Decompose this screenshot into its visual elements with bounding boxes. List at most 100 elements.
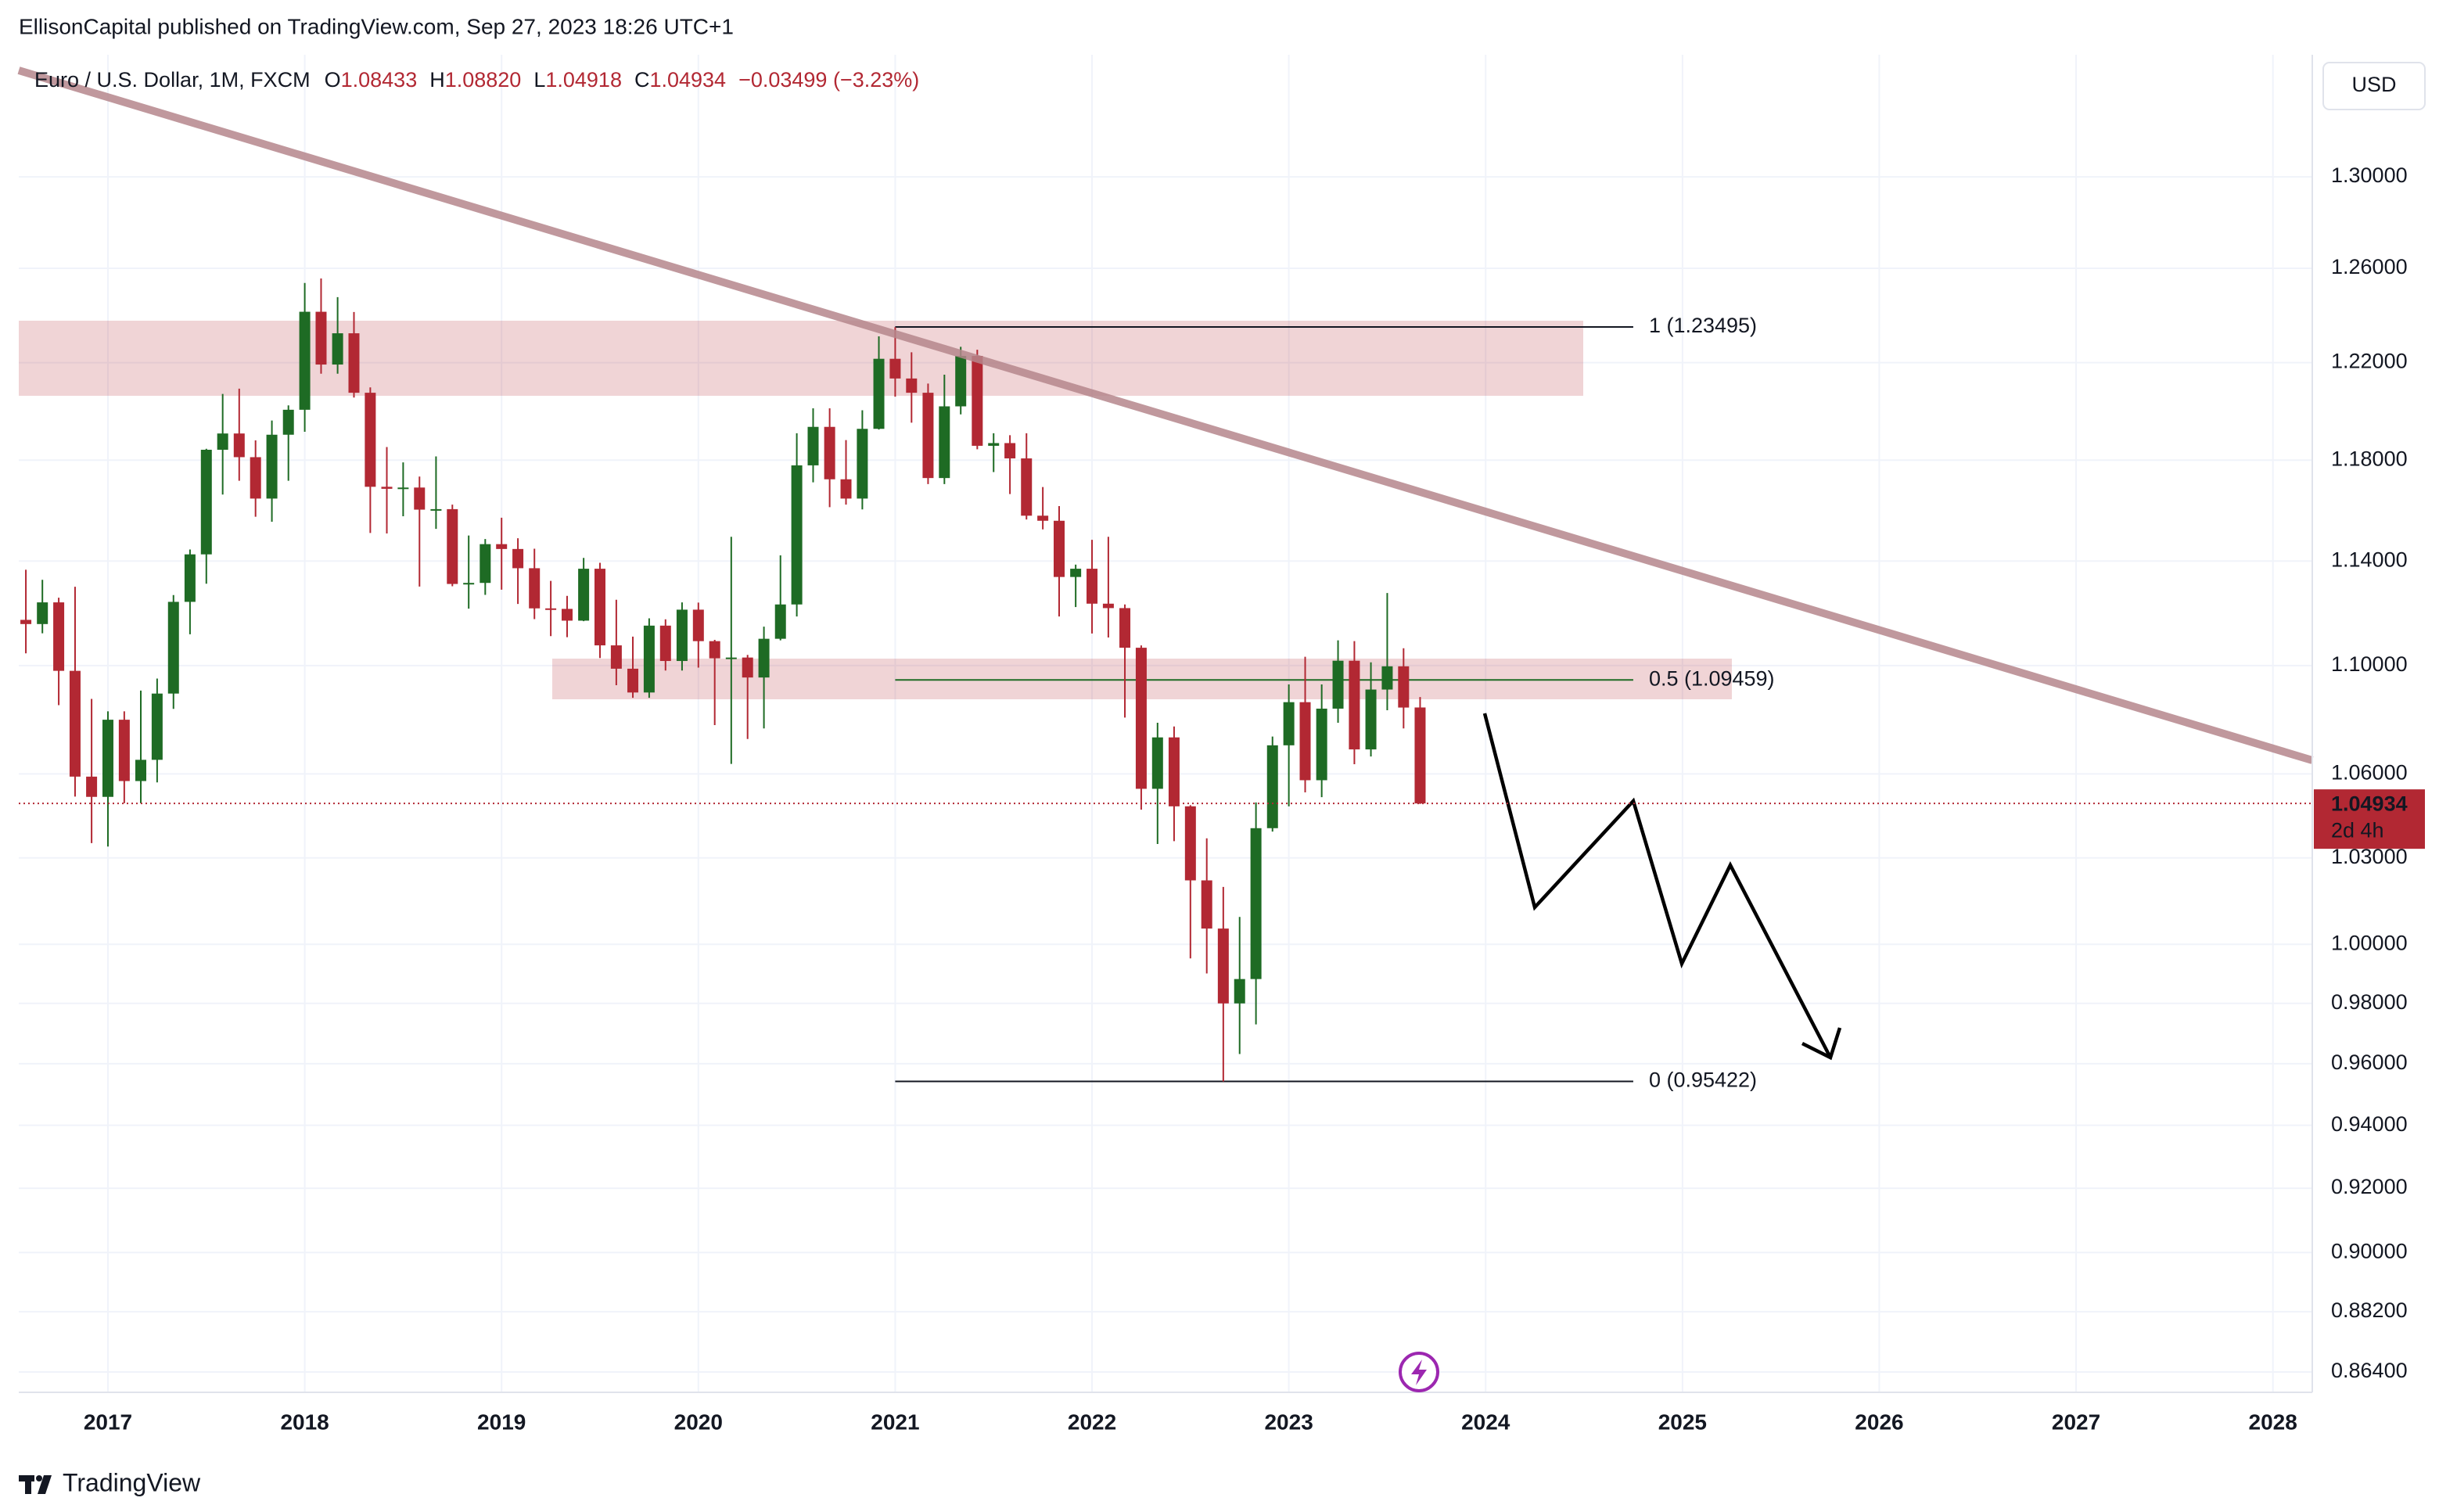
lightning [1411, 1359, 1427, 1385]
y-tick-label: 1.00000 [2331, 931, 2408, 954]
arrow-head [1801, 1027, 1842, 1061]
x-tick-label: 2018 [280, 1410, 329, 1434]
candle-body [889, 358, 901, 379]
currency[interactable]: USD [2351, 73, 2396, 96]
candle-body [135, 760, 146, 781]
candle-body [496, 544, 508, 549]
grid [19, 55, 2312, 1392]
candle-body [430, 508, 442, 511]
candle-body [627, 668, 639, 693]
candle-body [1365, 689, 1377, 750]
candle-body [1316, 708, 1327, 781]
y-tick-label: 0.94000 [2331, 1112, 2408, 1136]
candle-body [365, 393, 376, 487]
candle-body [1299, 702, 1311, 781]
brand-logo [19, 1475, 52, 1494]
y-tick-label: 1.26000 [2331, 255, 2408, 278]
x-tick-label: 2028 [2249, 1410, 2297, 1434]
y-tick-label: 1.14000 [2331, 548, 2408, 571]
fib-label: 0.5 (1.09459) [1649, 666, 1775, 690]
candle-body [659, 625, 671, 662]
candle-body [1119, 608, 1131, 648]
ohlc-value: 1.04918 [545, 68, 622, 92]
brand: TradingView [63, 1468, 201, 1496]
candle-body [217, 433, 228, 450]
candle-body [725, 657, 737, 659]
candle-body [282, 409, 294, 435]
candle-body [1217, 928, 1229, 1004]
candle-body [1054, 520, 1065, 577]
currency-box[interactable] [2322, 62, 2426, 110]
y-tick-label: 0.96000 [2331, 1050, 2408, 1074]
candle-body [561, 609, 573, 621]
x-tick-label: 2021 [871, 1410, 919, 1434]
change: −0.03499 (−3.23%) [738, 68, 919, 92]
candle-body [1266, 745, 1278, 828]
candle-body [1004, 443, 1016, 459]
candle-body [1234, 979, 1245, 1004]
candle-body [1184, 806, 1196, 881]
y-tick-label: 0.90000 [2331, 1239, 2408, 1262]
candle-body [972, 356, 983, 446]
candle-body [709, 641, 720, 659]
last-price-label: 1.04934 [2331, 792, 2408, 815]
candle-body [1135, 648, 1147, 789]
symbol-legend: Euro / U.S. Dollar, 1M, FXCM O1.08433 H1.0… [34, 68, 919, 92]
y-tick-label: 1.03000 [2331, 845, 2408, 868]
y-tick-label: 0.98000 [2331, 990, 2408, 1014]
resistance-zone [19, 321, 1583, 396]
candle-body [1168, 737, 1180, 806]
candle-body [692, 609, 704, 641]
fib-label: 0 (0.95422) [1649, 1068, 1757, 1092]
candle-body [118, 720, 130, 781]
candle-body [53, 602, 65, 671]
fib-retracement: 1 (1.23495) 0.5 (1.09459) 0 (0.95422) [895, 314, 1775, 1092]
last-price-box [2314, 789, 2425, 849]
ohlc-key: H [429, 68, 445, 92]
x-tick-label: 2027 [2052, 1410, 2100, 1434]
candle-body [774, 604, 786, 639]
countdown: 2d 4h [2331, 818, 2384, 842]
candle-body [1332, 660, 1344, 709]
candle-body [1349, 660, 1360, 750]
candle-body [873, 358, 885, 429]
candle-body [906, 378, 918, 393]
candle-body [676, 609, 688, 662]
ohlc-value: 1.04934 [649, 68, 726, 92]
ohlc-key: L [533, 68, 545, 92]
candle-body [20, 620, 32, 624]
candle-body [1201, 880, 1212, 929]
candle-body [1102, 603, 1114, 609]
candle-body [299, 311, 311, 410]
candle-body [824, 426, 835, 479]
candle-body [233, 433, 245, 458]
candle-body [86, 776, 98, 797]
x-tick-label: 2025 [1658, 1410, 1707, 1434]
symbol: Euro / U.S. Dollar, 1M, FXCM [34, 68, 311, 92]
y-tick-label: 1.10000 [2331, 652, 2408, 676]
candle-body [151, 693, 163, 760]
candle-body [758, 638, 770, 678]
candle-body [250, 457, 261, 499]
candle-body [381, 487, 393, 489]
fib-label: 1 (1.23495) [1649, 314, 1757, 337]
candle-body [167, 602, 179, 694]
candle-body [266, 434, 278, 499]
y-tick-label: 1.18000 [2331, 447, 2408, 470]
ohlc-value: 1.08433 [341, 68, 418, 92]
candle-body [37, 602, 48, 624]
x-tick-label: 2019 [477, 1410, 526, 1434]
candle-body [791, 465, 803, 605]
candle-body [610, 645, 622, 669]
candles [20, 278, 1426, 1082]
price-tag: 1.04934 2d 4h [19, 789, 2425, 849]
candle-body [200, 449, 212, 555]
candle-body [1151, 737, 1163, 789]
candle-body [922, 393, 934, 479]
candle-body [857, 429, 868, 499]
candle-body [545, 608, 557, 610]
y-tick-label: 1.30000 [2331, 163, 2408, 187]
candle-body [348, 333, 360, 393]
